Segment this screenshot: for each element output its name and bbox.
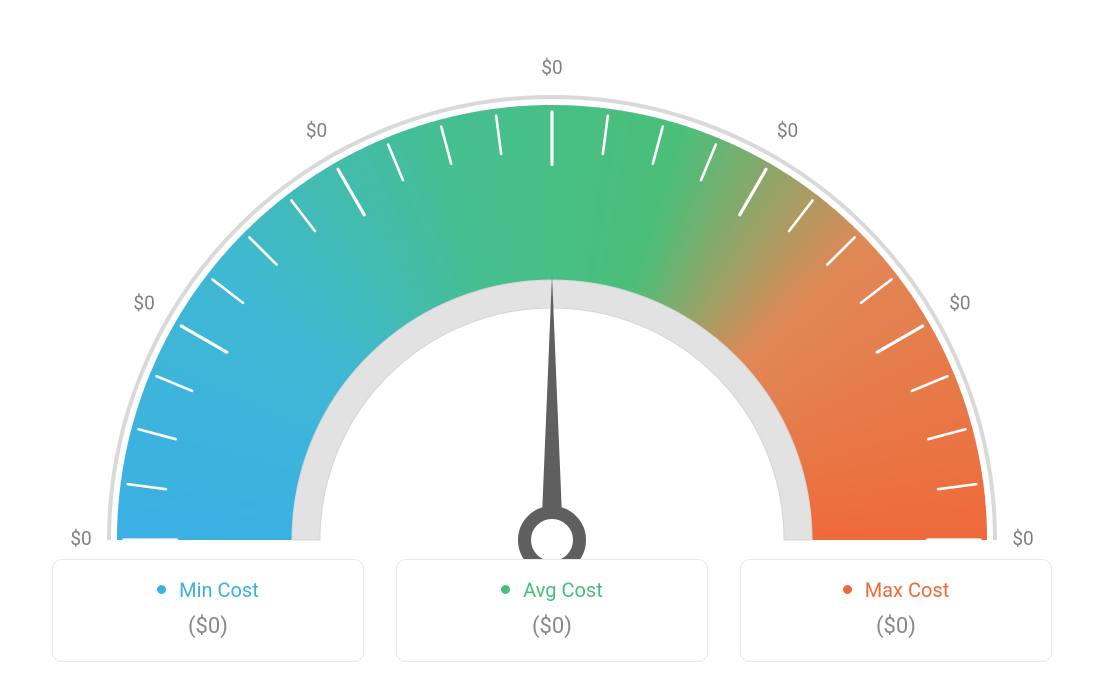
legend-max-label: Max Cost xyxy=(865,578,950,602)
gauge: $0 $0 $0 $0 $0 $0 $0 xyxy=(32,30,1072,594)
legend-max-value: ($0) xyxy=(741,614,1051,639)
svg-text:$0: $0 xyxy=(949,292,970,315)
svg-text:$0: $0 xyxy=(70,527,91,550)
svg-text:$0: $0 xyxy=(1012,527,1033,550)
legend-min-dot xyxy=(157,585,166,594)
legend-max-dot xyxy=(843,585,852,594)
legend-card-min: Min Cost ($0) xyxy=(52,559,364,662)
legend-max-title: Max Cost xyxy=(741,578,1051,602)
svg-text:$0: $0 xyxy=(133,292,154,315)
legend-card-avg: Avg Cost ($0) xyxy=(396,559,708,662)
legend-avg-value: ($0) xyxy=(397,614,707,639)
legend-min-title: Min Cost xyxy=(53,578,363,602)
legend-min-label: Min Cost xyxy=(179,578,259,602)
legend-avg-dot xyxy=(501,585,510,594)
svg-text:$0: $0 xyxy=(541,56,562,79)
legend-avg-title: Avg Cost xyxy=(397,578,707,602)
gauge-svg: $0 $0 $0 $0 $0 $0 $0 xyxy=(32,30,1072,590)
svg-text:$0: $0 xyxy=(306,119,327,142)
legend-avg-label: Avg Cost xyxy=(523,578,603,602)
cost-gauge-chart: $0 $0 $0 $0 $0 $0 $0 Min Cost ($0) Avg Cost ($… xyxy=(0,0,1104,690)
svg-text:$0: $0 xyxy=(777,119,798,142)
legend-row: Min Cost ($0) Avg Cost ($0) Max Cost ($0… xyxy=(0,559,1104,662)
legend-min-value: ($0) xyxy=(53,614,363,639)
legend-card-max: Max Cost ($0) xyxy=(740,559,1052,662)
